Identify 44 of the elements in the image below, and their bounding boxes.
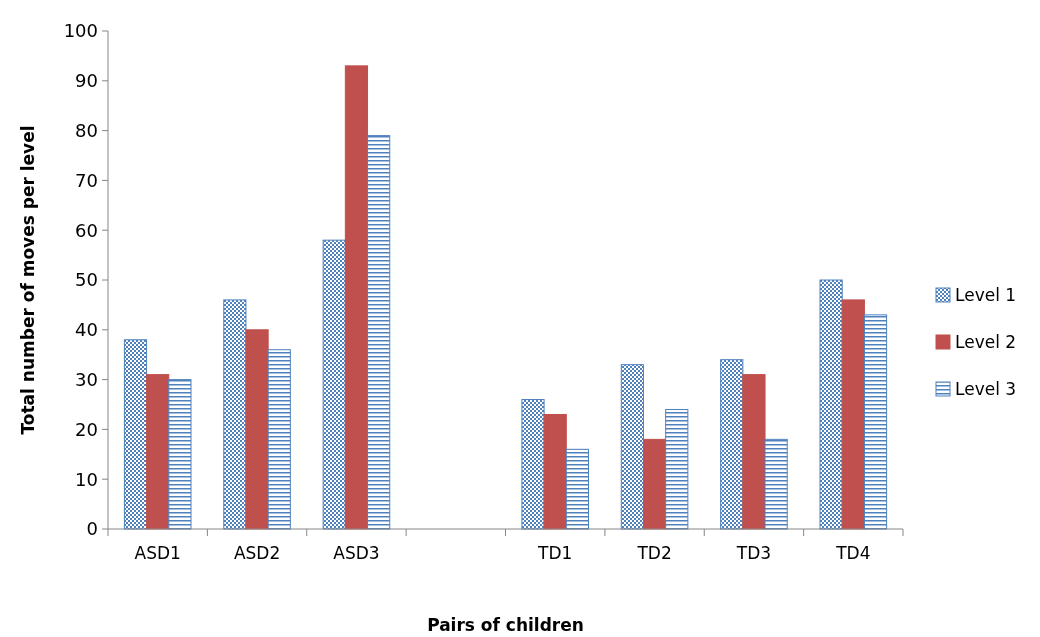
x-tick-label: TD2 — [636, 543, 672, 563]
x-tick-label: ASD2 — [233, 543, 281, 563]
bar — [819, 279, 843, 530]
bar — [720, 359, 744, 530]
y-tick-label: 40 — [75, 319, 98, 341]
bar — [344, 65, 369, 530]
bar — [322, 239, 346, 530]
legend-label: Level 3 — [955, 378, 1017, 399]
bar — [521, 399, 545, 530]
y-tick-label: 60 — [75, 219, 98, 241]
x-tick-label: TD4 — [835, 543, 871, 563]
legend-label: Level 2 — [955, 331, 1017, 352]
bar — [665, 408, 689, 530]
legend-label: Level 1 — [955, 284, 1017, 305]
bar — [764, 438, 788, 530]
y-tick-label: 70 — [75, 169, 98, 191]
y-tick-label: 90 — [75, 70, 98, 92]
bar — [223, 299, 247, 530]
y-tick-label: 100 — [63, 20, 98, 42]
x-tick-label: TD3 — [735, 543, 772, 563]
bar — [146, 374, 170, 530]
x-tick-label: ASD1 — [134, 543, 181, 563]
bar — [543, 413, 567, 530]
bar — [565, 448, 589, 530]
bar — [841, 299, 865, 530]
y-axis-title: Total number of moves per level — [18, 125, 38, 435]
y-tick-label: 0 — [86, 518, 98, 540]
x-axis-title: Pairs of children — [427, 615, 584, 635]
bar — [642, 438, 667, 530]
bar — [620, 364, 644, 530]
bar — [168, 379, 192, 530]
bar — [123, 339, 148, 530]
y-tick-label: 30 — [75, 368, 98, 390]
y-tick-label: 80 — [75, 119, 98, 141]
bar — [245, 329, 269, 530]
bar — [863, 314, 888, 530]
x-tick-label: ASD3 — [333, 543, 380, 563]
y-tick-label: 50 — [75, 269, 98, 291]
y-tick-label: 10 — [75, 468, 98, 490]
bar — [267, 349, 291, 530]
y-tick-label: 20 — [75, 418, 98, 440]
bar — [742, 374, 766, 530]
x-tick-label: TD1 — [537, 543, 573, 563]
bar — [367, 135, 391, 530]
